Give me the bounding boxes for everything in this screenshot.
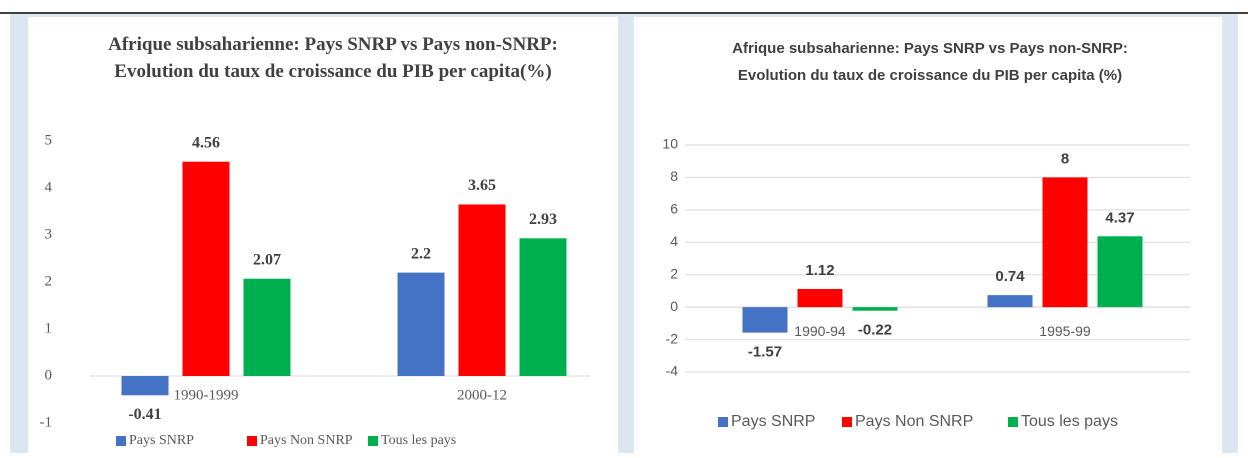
- x-tick-label: 1990-94: [794, 323, 846, 339]
- y-tick-label: 5: [45, 132, 53, 148]
- y-tick-label: -1: [40, 414, 53, 430]
- legend-label: Pays SNRP: [129, 433, 194, 448]
- y-tick-label: 4: [670, 233, 678, 249]
- bar: [987, 295, 1033, 308]
- y-tick-label: 10: [662, 136, 678, 152]
- y-tick-label: 4: [45, 179, 53, 195]
- legend-swatch: [1008, 417, 1018, 427]
- bar: [121, 376, 169, 396]
- y-tick-label: 2: [45, 273, 53, 289]
- data-label: -1.57: [748, 344, 782, 361]
- title-box: Afrique subsaharienne: Pays SNRP vs Pays…: [108, 34, 558, 82]
- title-box: Afrique subsaharienne: Pays SNRP vs Pays…: [732, 40, 1128, 84]
- y-tick-label: -4: [666, 363, 679, 379]
- bar: [243, 278, 291, 376]
- data-label: -0.41: [128, 406, 161, 423]
- bar: [852, 307, 898, 311]
- data-label: 2.2: [411, 245, 431, 262]
- bar: [519, 238, 567, 376]
- data-label: 8: [1061, 150, 1069, 167]
- bar: [797, 288, 843, 308]
- bar: [397, 272, 445, 376]
- x-tick-label: 2000-12: [457, 387, 507, 403]
- y-tick-label: 1: [45, 320, 53, 336]
- y-tick-label: 0: [45, 367, 53, 383]
- y-tick-label: 8: [670, 168, 678, 184]
- legend-swatch: [718, 417, 728, 427]
- bar: [1042, 177, 1088, 308]
- y-tick-label: 6: [670, 201, 678, 217]
- data-label: 2.93: [529, 211, 557, 228]
- y-tick-label: -2: [666, 330, 679, 346]
- legend-swatch: [116, 436, 126, 446]
- y-tick-label: 0: [670, 298, 678, 314]
- y-tick-label: 3: [45, 226, 53, 242]
- bar: [1097, 236, 1143, 308]
- panel: [634, 17, 1222, 453]
- data-label: 3.65: [468, 177, 496, 194]
- data-label: 2.07: [253, 251, 281, 268]
- legend-swatch: [247, 436, 257, 446]
- chart-title: Afrique subsaharienne: Pays SNRP vs Pays…: [108, 34, 558, 82]
- legend-label: Tous les pays: [381, 433, 456, 448]
- x-tick-label: 1990-1999: [174, 387, 239, 403]
- y-tick-label: 2: [670, 265, 678, 281]
- chart-title: Afrique subsaharienne: Pays SNRP vs Pays…: [732, 40, 1128, 84]
- legend-label: Tous les pays: [1021, 413, 1118, 430]
- legend-label: Pays Non SNRP: [260, 433, 353, 448]
- bar: [742, 307, 788, 333]
- data-label: 4.56: [192, 134, 220, 151]
- x-tick-label: 1995-99: [1039, 323, 1091, 339]
- legend-label: Pays SNRP: [731, 413, 815, 430]
- legend-swatch: [368, 436, 378, 446]
- bar: [182, 161, 230, 376]
- data-label: 4.37: [1105, 209, 1134, 226]
- bar: [458, 204, 506, 376]
- legend-swatch: [842, 417, 852, 427]
- data-label: 1.12: [805, 262, 834, 279]
- legend-label: Pays Non SNRP: [855, 413, 973, 430]
- data-label: 0.74: [995, 268, 1025, 285]
- data-label: -0.22: [858, 322, 892, 339]
